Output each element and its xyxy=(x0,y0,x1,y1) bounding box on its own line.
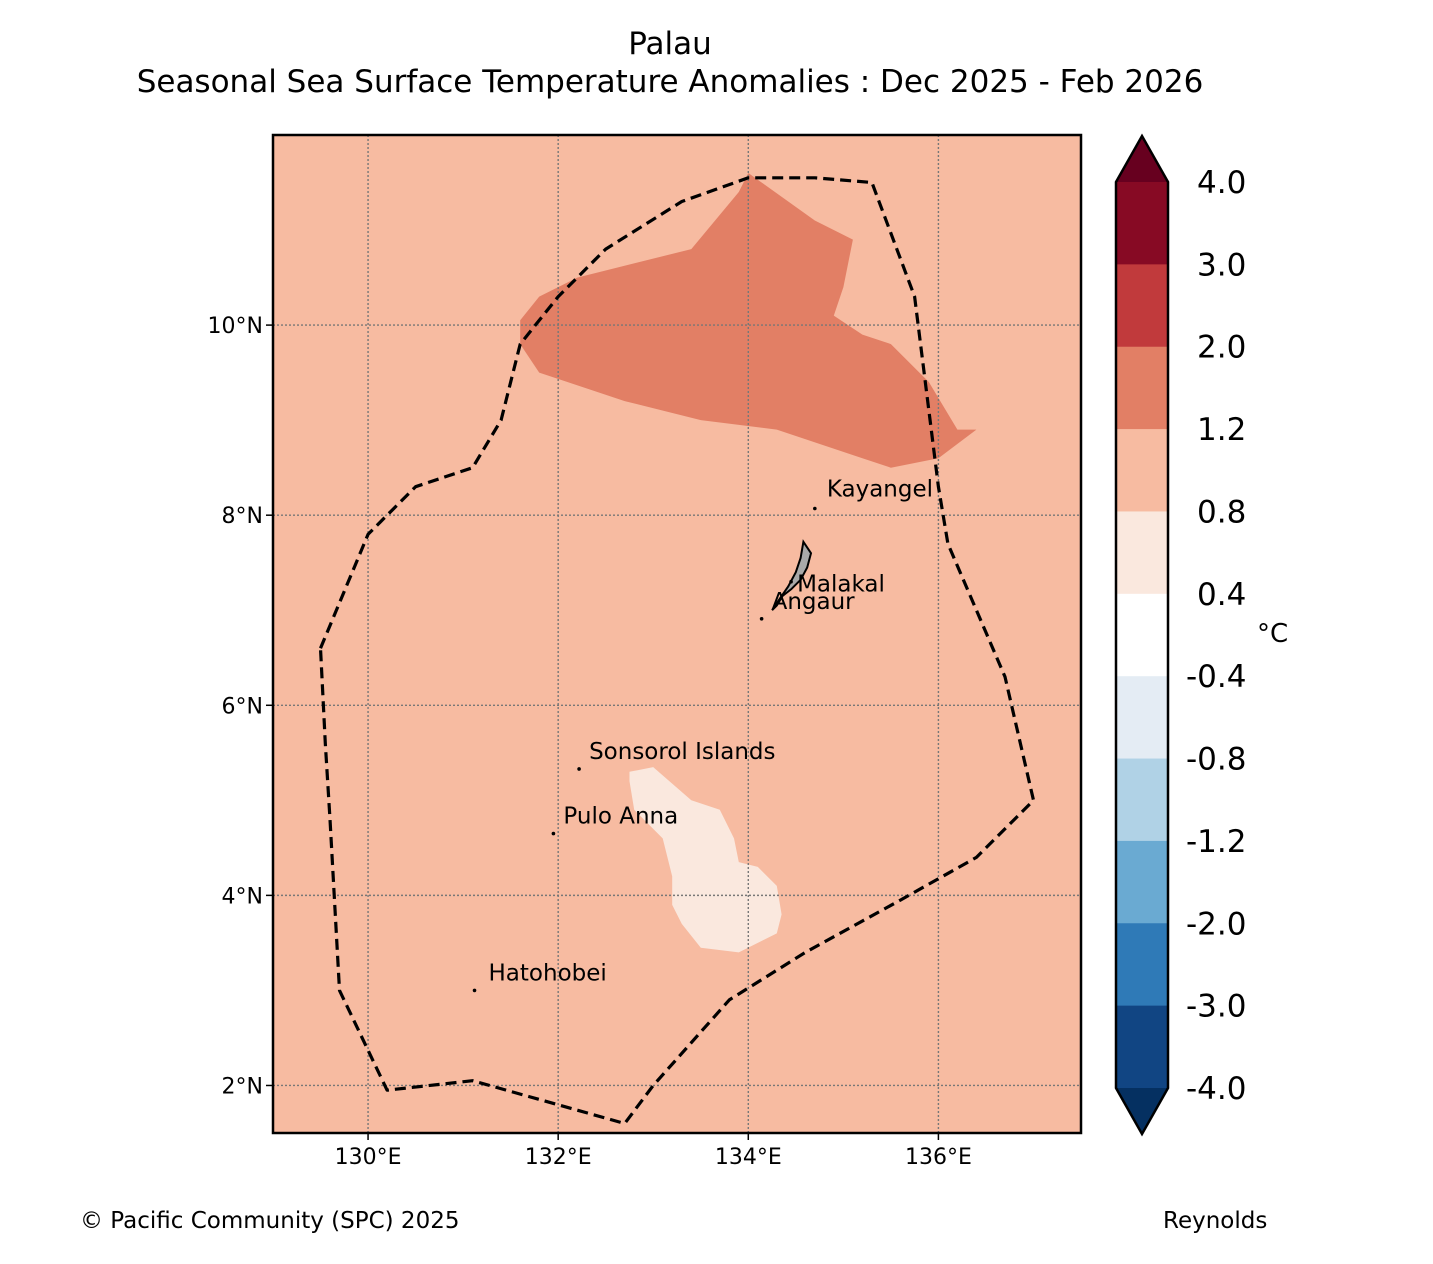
colorbar-segment xyxy=(1116,264,1168,348)
colorbar: 4.0 3.0 2.0 1.2 0.8 0.4 -0.4 -0.8 -1.2 -2.0 -3.0 -4… xyxy=(1114,133,1288,1137)
island-marker xyxy=(551,831,556,836)
colorbar-tick-label: 1.2 xyxy=(1197,412,1246,448)
lon-tick-label: 132°E xyxy=(525,1145,592,1170)
colorbar-segment xyxy=(1116,676,1168,760)
island-marker xyxy=(759,616,764,621)
map-title: Palau xyxy=(628,26,712,62)
colorbar-tick-label: 0.4 xyxy=(1197,577,1246,613)
map-subtitle: Seasonal Sea Surface Temperature Anomali… xyxy=(136,64,1204,100)
colorbar-segment xyxy=(1116,840,1168,924)
colorbar-segment xyxy=(1116,1005,1168,1089)
colorbar-segment xyxy=(1116,182,1168,265)
colorbar-tick-label: -3.0 xyxy=(1186,989,1247,1025)
data-source-text: Reynolds xyxy=(1163,1208,1268,1234)
colorbar-tick-label: 2.0 xyxy=(1197,330,1246,366)
island-marker xyxy=(577,767,581,771)
colorbar-segment xyxy=(1116,758,1168,842)
eez-boundary xyxy=(318,176,1036,1126)
colorbar-tick-label: -4.0 xyxy=(1186,1071,1247,1107)
island-label: Hatohobei xyxy=(489,960,607,986)
colorbar-segment xyxy=(1116,429,1168,512)
colorbar-segment xyxy=(1116,923,1168,1007)
colorbar-unit: °C xyxy=(1257,619,1288,649)
colorbar-tick-label: -0.8 xyxy=(1186,742,1247,778)
island-label: Malakal xyxy=(797,572,885,598)
colorbar-extend-bottom xyxy=(1116,1088,1168,1134)
colorbar-segment xyxy=(1116,593,1168,677)
lon-tick-label: 136°E xyxy=(905,1145,972,1170)
colorbar-tick-label: -2.0 xyxy=(1186,906,1247,942)
colorbar-tick-label: 3.0 xyxy=(1197,247,1246,283)
lat-tick-label: 2°N xyxy=(222,1074,263,1099)
lat-tick-label: 6°N xyxy=(222,694,263,719)
lon-tick-label: 134°E xyxy=(715,1145,782,1170)
island-label: Pulo Anna xyxy=(563,804,678,830)
colorbar-tick-label: -0.4 xyxy=(1186,659,1247,695)
lat-tick-label: 10°N xyxy=(208,314,263,339)
island-label: Kayangel xyxy=(827,477,933,503)
colorbar-segment xyxy=(1116,511,1168,595)
colorbar-tick-label: 0.8 xyxy=(1197,494,1246,530)
main-island-shape xyxy=(771,539,813,611)
colorbar-segment xyxy=(1116,346,1168,430)
lon-tick-label: 130°E xyxy=(335,1145,402,1170)
lat-tick-label: 8°N xyxy=(222,504,263,529)
colorbar-extend-top xyxy=(1116,136,1168,182)
copyright-text: © Pacific Community (SPC) 2025 xyxy=(80,1208,460,1234)
island-marker xyxy=(472,988,477,993)
island-label: Angaur xyxy=(772,589,856,615)
lat-tick-label: 4°N xyxy=(222,884,263,909)
colorbar-tick-label: 4.0 xyxy=(1197,165,1246,201)
colorbar-outline xyxy=(1114,133,1170,1137)
island-marker xyxy=(813,506,817,511)
island-marker xyxy=(789,579,793,584)
colorbar-tick-label: -1.2 xyxy=(1186,824,1247,860)
cool-anomaly-region xyxy=(629,767,782,953)
map-frame xyxy=(271,133,1083,1135)
island-label: Sonsorol Islands xyxy=(589,739,775,765)
